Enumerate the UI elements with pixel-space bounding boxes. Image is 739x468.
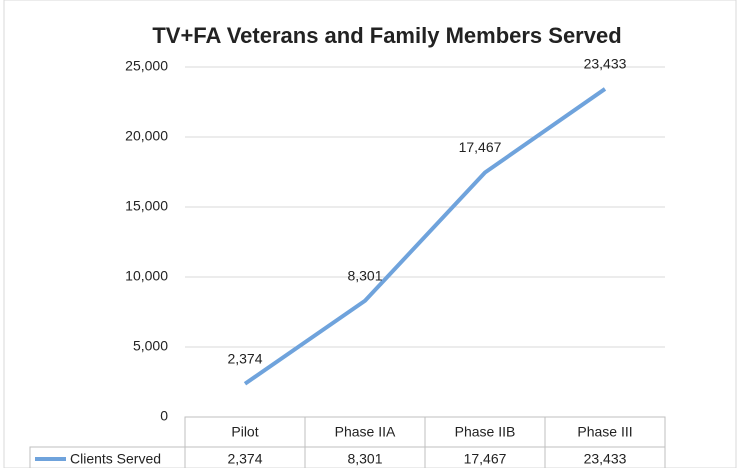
y-tick-label: 10,000: [125, 268, 168, 284]
y-tick-label: 15,000: [125, 198, 168, 214]
chart-title: TV+FA Veterans and Family Members Served: [152, 23, 621, 48]
data-label: 8,301: [347, 267, 382, 283]
table-value: 2,374: [227, 451, 262, 467]
y-tick-label: 5,000: [133, 338, 168, 354]
data-label: 2,374: [227, 350, 262, 366]
x-tick-label: Phase IIB: [455, 424, 516, 440]
legend-label: Clients Served: [70, 451, 161, 467]
chart-frame: [3, 0, 737, 468]
data-label: 23,433: [584, 56, 627, 72]
y-tick-label: 0: [160, 408, 168, 424]
x-tick-label: Phase IIA: [335, 424, 396, 440]
x-tick-label: Phase III: [577, 424, 632, 440]
x-tick-label: Pilot: [231, 424, 258, 440]
y-tick-label: 20,000: [125, 128, 168, 144]
y-tick-label: 25,000: [125, 58, 168, 74]
series-line: [243, 87, 607, 386]
table-value: 17,467: [464, 451, 507, 467]
data-label: 17,467: [459, 139, 502, 155]
table-cell: [544, 446, 666, 468]
table-value: 8,301: [347, 451, 382, 467]
table-value: 23,433: [584, 451, 627, 467]
